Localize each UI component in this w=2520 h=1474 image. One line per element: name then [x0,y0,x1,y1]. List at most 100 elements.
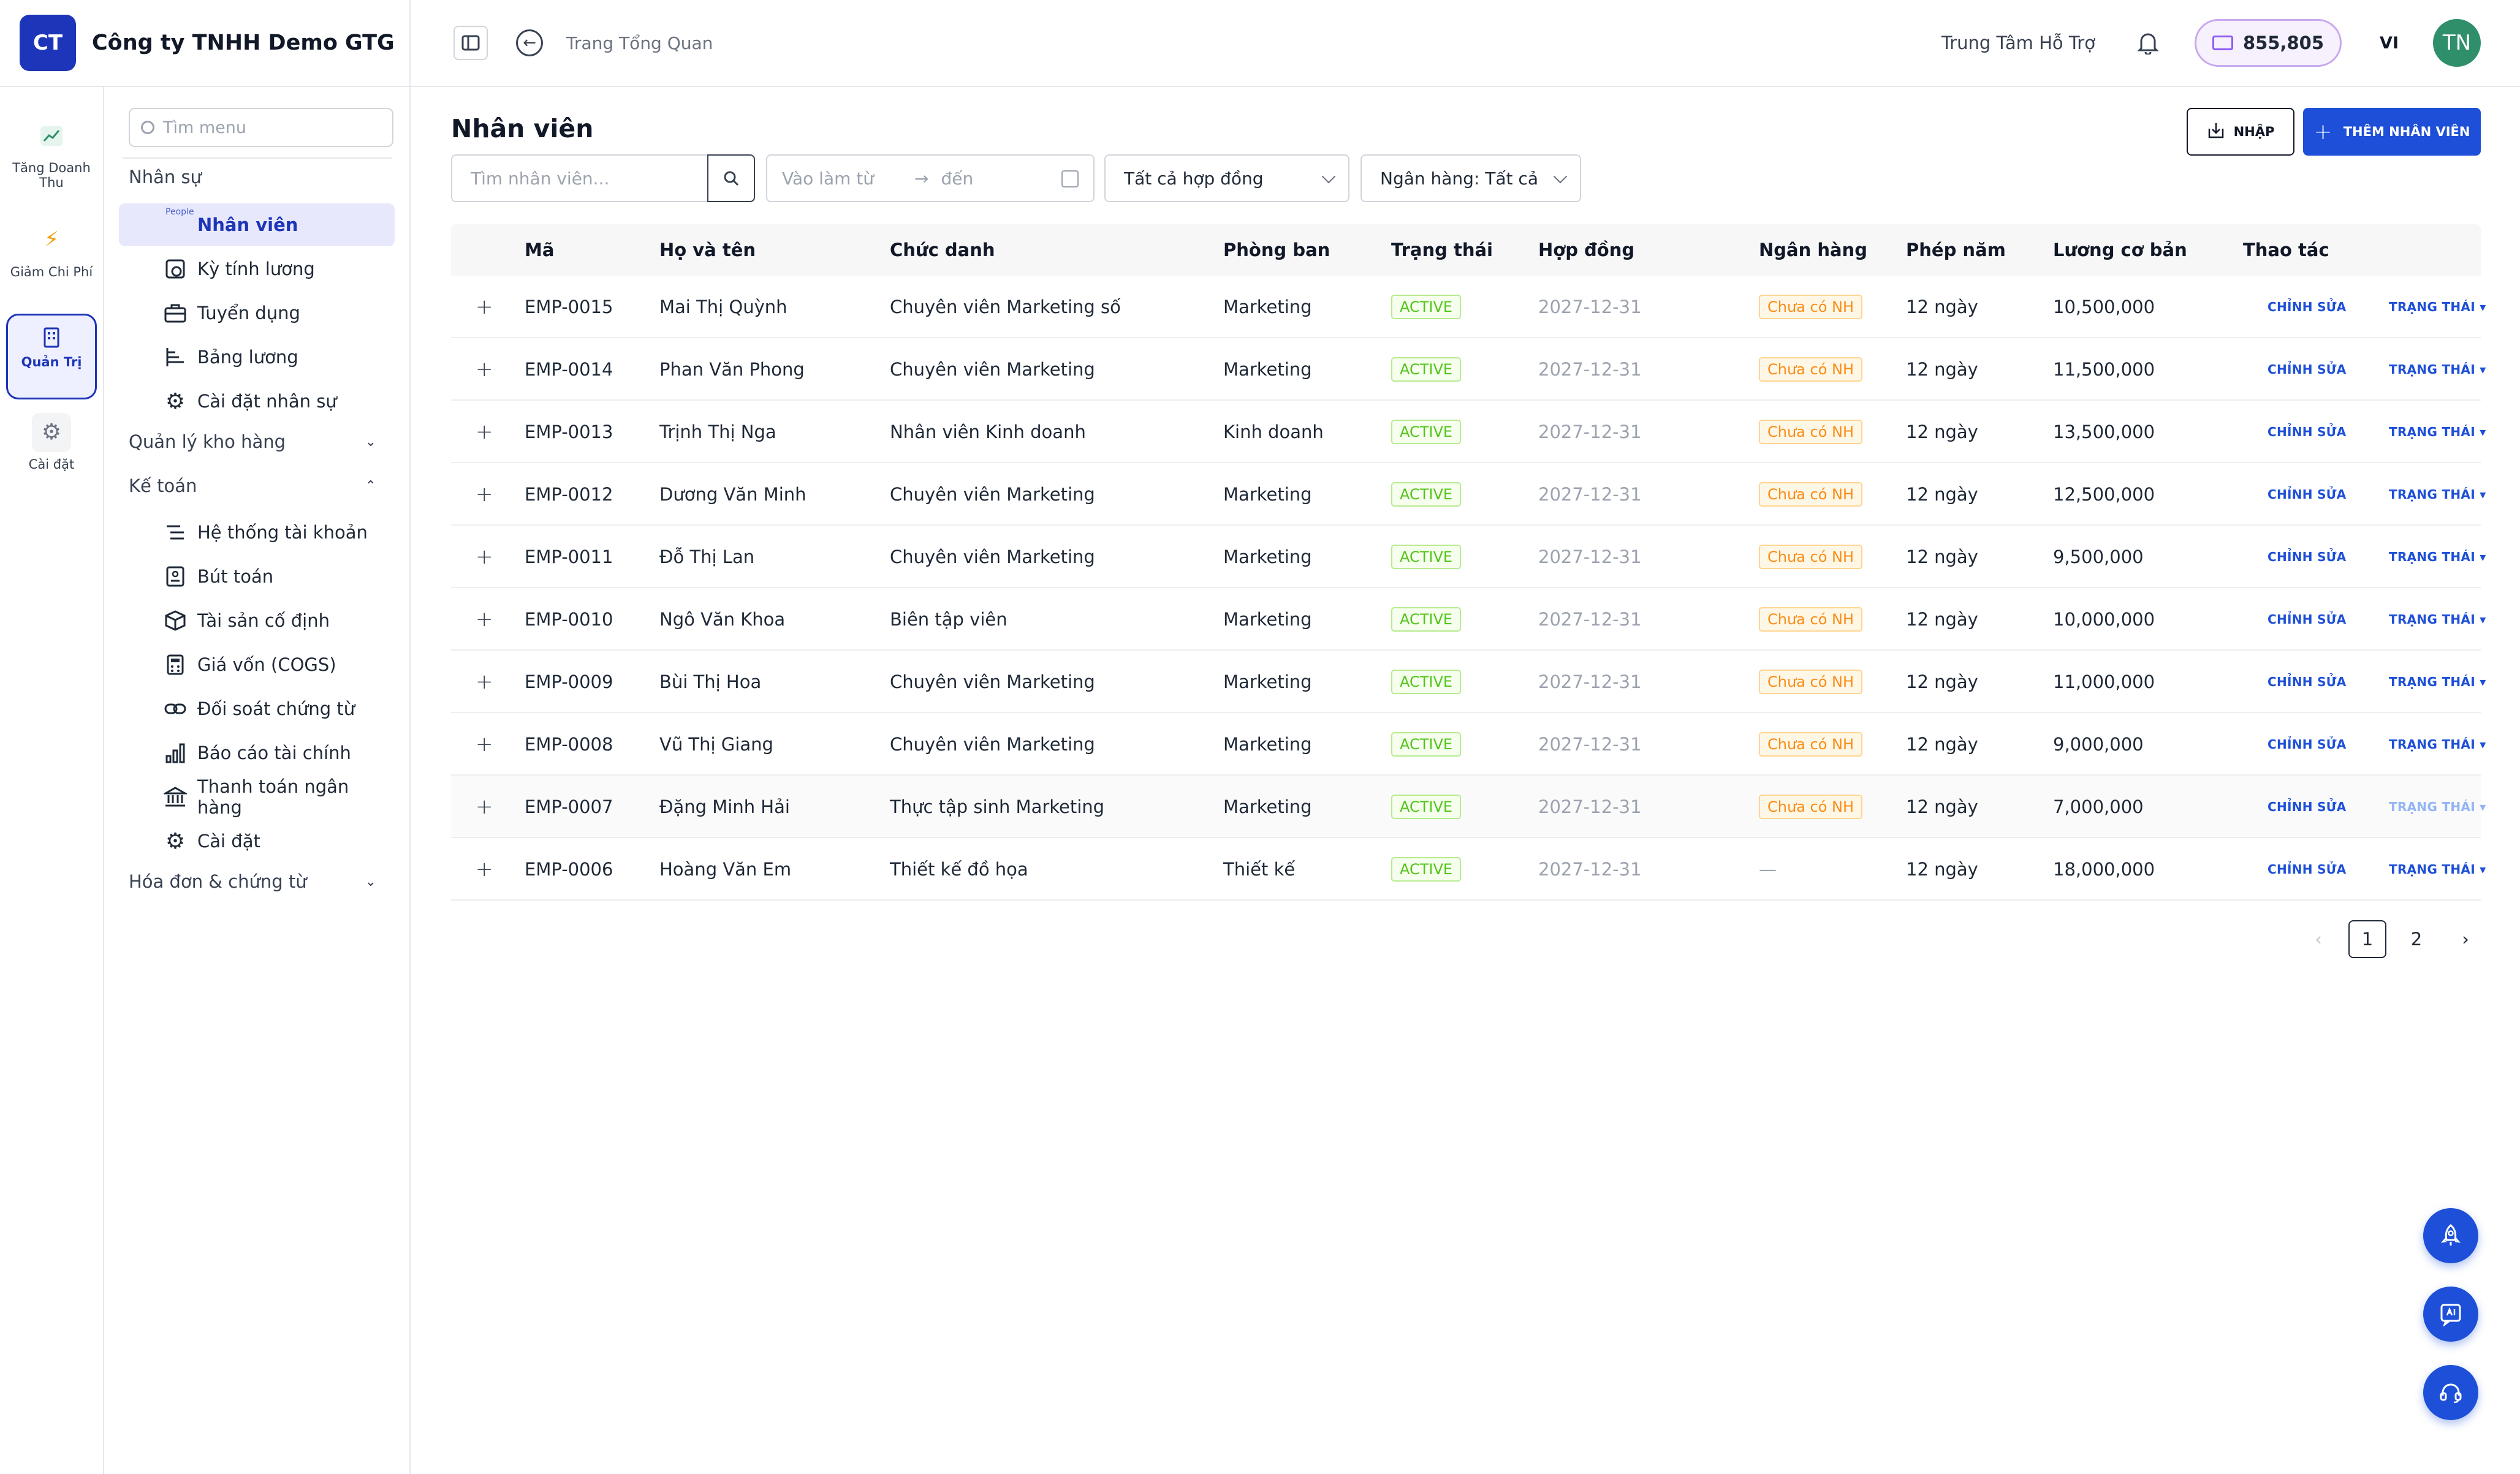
table-row[interactable]: + EMP-0015 Mai Thị Quỳnh Chuyên viên Market… [451,276,2486,338]
menu-group-warehouse[interactable]: Quản lý kho hàng ⌄ [129,431,386,452]
menu-item-accounting-settings[interactable]: ⚙ Cài đặt [119,820,395,863]
rail-item-admin[interactable]: Quản Trị [6,314,97,399]
column-header[interactable]: Chức danh [890,240,995,260]
menu-group-accounting[interactable]: Kế toán ⌃ [129,475,386,496]
edit-button[interactable]: CHỈNH SỬA [2268,362,2347,377]
status-dropdown-button[interactable]: TRẠNG THÁI ▾ [2389,862,2486,877]
column-header[interactable]: Phép năm [1906,240,2006,260]
ai-assistant-fab-button[interactable] [2423,1287,2478,1342]
table-row[interactable]: + EMP-0013 Trịnh Thị Nga Nhân viên Kinh doa… [451,401,2486,463]
company-logo[interactable]: CT [20,15,76,71]
table-row[interactable]: + EMP-0006 Hoàng Văn Em Thiết kế đồ họa Thiế… [451,838,2486,901]
rail-item-cost[interactable]: ⚡ Giảm Chi Phí [6,221,97,279]
language-switcher[interactable]: VI [2380,33,2399,53]
column-header[interactable]: Lương cơ bản [2053,240,2187,260]
table-row[interactable]: + EMP-0010 Ngô Văn Khoa Biên tập viên Market… [451,588,2486,651]
expand-row-button[interactable]: + [476,713,493,776]
next-page-button[interactable]: › [2462,929,2469,950]
menu-item-chart-of-accounts[interactable]: Hệ thống tài khoản [119,511,395,554]
page-button[interactable]: 1 [2348,920,2386,958]
menu-search-input[interactable]: Tìm menu [129,108,393,147]
expand-row-button[interactable]: + [476,463,493,526]
status-dropdown-button[interactable]: TRẠNG THÁI ▾ [2389,425,2486,439]
support-center-link[interactable]: Trung Tâm Hỗ Trợ [1941,32,2095,53]
expand-row-button[interactable]: + [476,338,493,401]
menu-group-invoice[interactable]: Hóa đơn & chứng từ ⌄ [129,871,386,892]
toggle-sidebar-button[interactable] [454,26,488,60]
rail-item-revenue[interactable]: Tăng Doanh Thu [6,116,97,190]
table-row[interactable]: + EMP-0007 Đặng Minh Hải Thực tập sinh Mark… [451,776,2486,838]
menu-item-fixed-assets[interactable]: Tài sản cố định [119,599,395,642]
column-header[interactable]: Phòng ban [1223,240,1330,260]
expand-row-icon: + [476,420,493,444]
expand-row-button[interactable]: + [476,526,493,588]
edit-button[interactable]: CHỈNH SỬA [2268,550,2347,564]
start-date-range-picker[interactable]: Vào làm từ → đến [766,154,1095,202]
annual-leave: 12 ngày [1906,609,1978,630]
status-dropdown-button[interactable]: TRẠNG THÁI ▾ [2389,300,2486,314]
expand-row-button[interactable]: + [476,838,493,901]
edit-button[interactable]: CHỈNH SỬA [2268,612,2347,627]
column-header[interactable]: Hợp đồng [1538,240,1635,260]
menu-item-financial-reports[interactable]: Báo cáo tài chính [119,731,395,774]
expand-row-button[interactable]: + [476,401,493,463]
edit-button[interactable]: CHỈNH SỬA [2268,487,2347,502]
status-dropdown-button[interactable]: TRẠNG THÁI ▾ [2389,487,2486,502]
search-button[interactable] [707,154,755,202]
table-row[interactable]: + EMP-0011 Đỗ Thị Lan Chuyên viên Marketing… [451,526,2486,588]
add-employee-button[interactable]: + THÊM NHÂN VIÊN [2303,108,2481,156]
user-avatar[interactable]: TN [2433,19,2481,67]
menu-item-bank-payment[interactable]: Thanh toán ngân hàng [119,776,395,818]
import-button[interactable]: NHẬP [2187,108,2294,156]
support-fab-button[interactable] [2423,1365,2478,1420]
status-dropdown-button[interactable]: TRẠNG THÁI ▾ [2389,362,2486,377]
expand-row-button[interactable]: + [476,776,493,838]
breadcrumb[interactable]: Trang Tổng Quan [566,32,713,53]
bank-filter-select[interactable]: Ngân hàng: Tất cả [1361,154,1581,202]
menu-item-cogs[interactable]: Giá vốn (COGS) [119,643,395,686]
back-button[interactable]: ← [516,29,543,56]
menu-item-salary-table[interactable]: Bảng lương [119,336,395,379]
column-header[interactable]: Mã [525,240,555,260]
edit-button[interactable]: CHỈNH SỬA [2268,300,2347,314]
expand-row-button[interactable]: + [476,276,493,338]
edit-button[interactable]: CHỈNH SỬA [2268,862,2347,877]
employee-search-input[interactable]: Tìm nhân viên... [451,154,708,202]
table-row[interactable]: + EMP-0012 Dương Văn Minh Chuyên viên Marke… [451,463,2486,526]
group-label: Kế toán [129,475,197,496]
rocket-icon [2440,1224,2461,1245]
page-button[interactable]: 2 [2410,929,2423,950]
expand-row-button[interactable]: + [476,588,493,651]
menu-item-payroll-period[interactable]: Kỳ tính lương [119,248,395,290]
menu-item-journal[interactable]: Bút toán [119,555,395,598]
menu-item-hr-settings[interactable]: ⚙ Cài đặt nhân sự [119,380,395,423]
edit-button[interactable]: CHỈNH SỬA [2268,675,2347,689]
column-header[interactable]: Thao tác [2243,240,2329,260]
menu-item-employees[interactable]: People Nhân viên [119,203,395,246]
edit-button[interactable]: CHỈNH SỬA [2268,425,2347,439]
menu-item-reconciliation[interactable]: Đối soát chứng từ [119,687,395,730]
table-row[interactable]: + EMP-0014 Phan Văn Phong Chuyên viên Marke… [451,338,2486,401]
balance-badge[interactable]: 855,805 [2194,19,2342,67]
column-header[interactable]: Trạng thái [1391,240,1493,260]
status-dropdown-button[interactable]: TRẠNG THÁI ▾ [2389,737,2486,752]
status-dropdown-button[interactable]: TRẠNG THÁI ▾ [2389,550,2486,564]
expand-row-button[interactable]: + [476,651,493,713]
column-header[interactable]: Ngân hàng [1759,240,1867,260]
table-row[interactable]: + EMP-0009 Bùi Thị Hoa Chuyên viên Marketin… [451,651,2486,713]
contract-end-date: 2027-12-31 [1538,297,1642,317]
prev-page-button[interactable]: ‹ [2315,929,2322,950]
menu-group-hr[interactable]: Nhân sự [129,167,386,187]
status-dropdown-button[interactable]: TRẠNG THÁI ▾ [2389,799,2486,814]
table-row[interactable]: + EMP-0008 Vũ Thị Giang Chuyên viên Marketi… [451,713,2486,776]
contract-filter-select[interactable]: Tất cả hợp đồng [1104,154,1349,202]
status-dropdown-button[interactable]: TRẠNG THÁI ▾ [2389,675,2486,689]
status-dropdown-button[interactable]: TRẠNG THÁI ▾ [2389,612,2486,627]
menu-item-recruitment[interactable]: Tuyển dụng [119,292,395,334]
edit-button[interactable]: CHỈNH SỬA [2268,737,2347,752]
rail-item-settings[interactable]: ⚙ Cài đặt [6,413,97,472]
column-header[interactable]: Họ và tên [659,240,756,260]
notification-button[interactable] [2136,31,2160,55]
rocket-fab-button[interactable] [2423,1208,2478,1263]
edit-button[interactable]: CHỈNH SỬA [2268,799,2347,814]
